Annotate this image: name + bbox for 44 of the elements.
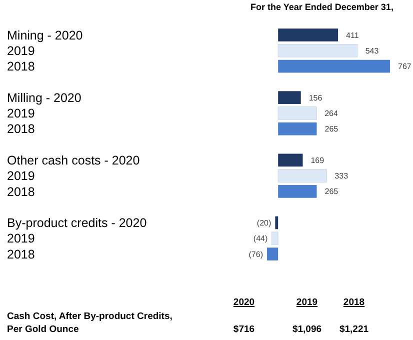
chart-title: For the Year Ended December 31, — [250, 2, 394, 12]
bar — [275, 216, 278, 230]
y-tick-label: By-product credits - 2020 — [7, 216, 147, 230]
data-label: 169 — [310, 156, 325, 165]
y-tick-label: 2018 — [7, 247, 35, 262]
bar — [278, 106, 317, 120]
bar — [278, 60, 390, 73]
data-label: 333 — [334, 172, 349, 181]
bar — [278, 185, 317, 198]
y-tick-label: Other cash costs - 2020 — [7, 154, 140, 168]
data-label: 767 — [398, 62, 412, 72]
bar — [267, 248, 278, 260]
bar — [278, 28, 338, 42]
text: 2018 — [343, 297, 365, 308]
text: $1,221 — [339, 324, 370, 335]
y-tick-label: 2018 — [7, 184, 35, 199]
text: 2020 — [233, 297, 255, 308]
text: $1,096 — [292, 324, 322, 335]
text: Cash Cost, After By-product Credits, Per Gold Ounce — [7, 311, 172, 335]
y-tick-label: Milling - 2020 — [7, 90, 82, 105]
data-label: (20) — [256, 218, 272, 228]
bar — [278, 154, 303, 167]
y-tick-label: 2019 — [7, 44, 35, 58]
text: $716 — [233, 324, 255, 335]
data-label: (44) — [253, 234, 268, 244]
y-tick-label: 2018 — [7, 60, 35, 74]
y-tick-label: Mining - 2020 — [7, 28, 83, 42]
y-tick-label: 2019 — [7, 232, 35, 246]
data-label: (76) — [248, 250, 264, 259]
data-label: 411 — [346, 30, 360, 40]
y-tick-label: 2019 — [7, 169, 35, 184]
data-label: 264 — [324, 109, 339, 118]
text: 2019 — [296, 297, 318, 308]
data-label: 265 — [324, 187, 339, 196]
bar — [278, 91, 301, 104]
bar — [278, 169, 327, 182]
data-label: 543 — [365, 46, 380, 56]
bar — [278, 44, 358, 58]
bar — [278, 122, 317, 136]
y-tick-label: 2018 — [7, 122, 35, 136]
data-label: 156 — [308, 93, 323, 102]
y-tick-label: 2019 — [7, 106, 35, 121]
bar — [271, 232, 278, 246]
data-label: 265 — [324, 124, 339, 134]
